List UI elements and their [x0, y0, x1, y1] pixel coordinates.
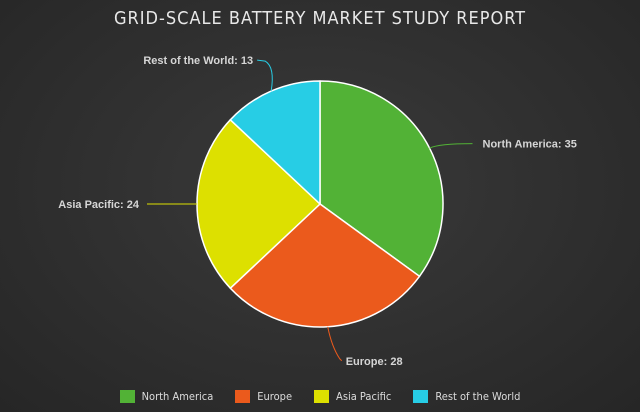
pie-slice-rest-of-world[interactable] — [229, 80, 321, 205]
legend-swatch-rest-of-world — [413, 390, 429, 403]
slice-label-europe: Europe: 28 — [346, 356, 403, 368]
slice-label-asia-pacific: Asia Pacific: 24 — [58, 199, 140, 211]
pie-slices — [196, 80, 444, 328]
slice-label-rest-of-world: Rest of the World: 13 — [143, 55, 253, 67]
slice-label-north-america: North America: 35 — [483, 139, 577, 151]
legend-swatch-europe — [235, 390, 251, 403]
leader-line-north-america — [429, 143, 473, 149]
legend-item-europe[interactable]: Europe — [235, 390, 292, 403]
slice-data-labels: North America: 35 Europe: 28 Asia Pacifi… — [58, 55, 577, 368]
legend-label-europe: Europe — [257, 390, 293, 403]
legend-item-asia-pacific[interactable]: Asia Pacific — [314, 390, 391, 403]
legend-swatch-north-america — [119, 390, 135, 403]
legend-label-rest-of-world: Rest of the World — [435, 390, 521, 403]
legend-item-north-america[interactable]: North America — [119, 390, 214, 403]
leader-line-europe — [327, 326, 343, 362]
chart-legend: North America Europe Asia Pacific Rest o… — [0, 390, 640, 403]
legend-label-north-america: North America — [141, 390, 214, 403]
legend-item-rest-of-world[interactable]: Rest of the World — [413, 390, 520, 403]
label-leader-lines — [147, 59, 473, 362]
leader-line-rest-of-world — [257, 59, 273, 92]
legend-swatch-asia-pacific — [314, 390, 330, 403]
pie-slice-asia-pacific[interactable] — [196, 119, 321, 289]
chart-title: GRID-SCALE BATTERY MARKET STUDY REPORT — [113, 8, 527, 29]
legend-label-asia-pacific: Asia Pacific — [336, 390, 392, 403]
pie-slice-europe[interactable] — [229, 203, 421, 328]
